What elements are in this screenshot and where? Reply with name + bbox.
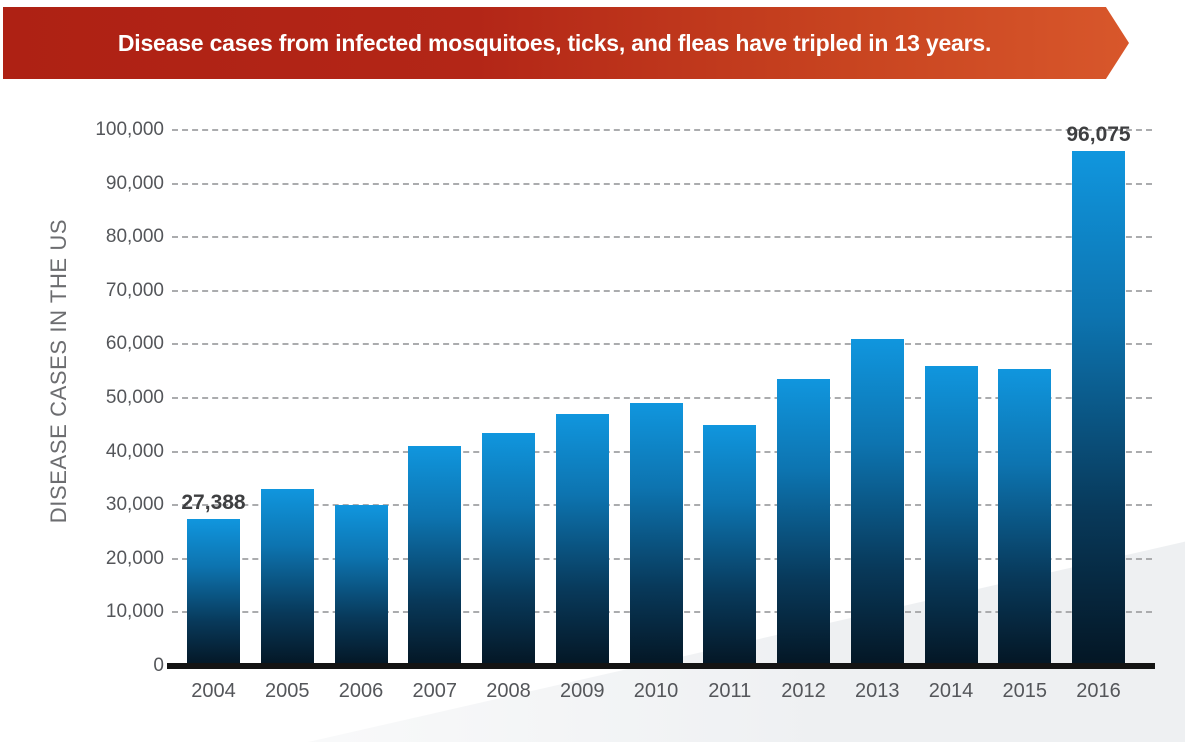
x-tick-label-2013: 2013 <box>855 680 900 702</box>
y-tick-label-30000: 30,000 <box>105 494 164 516</box>
bar-2011 <box>703 424 757 666</box>
bar-2016 <box>1072 151 1125 666</box>
x-tick-label-2010: 2010 <box>633 680 679 702</box>
y-tick-label-20000: 20,000 <box>105 547 164 569</box>
gridline-100000 <box>172 129 1152 131</box>
bar-2013 <box>850 339 904 666</box>
data-label-2004: 27,388 <box>181 491 246 515</box>
title-banner: Disease cases from infected mosquitoes, … <box>3 7 1129 79</box>
gridline-80000 <box>172 236 1152 239</box>
bar-2007 <box>408 446 462 666</box>
bar-2005 <box>260 489 314 666</box>
x-tick-label-2007: 2007 <box>412 680 458 702</box>
chart-title: Disease cases from infected mosquitoes, … <box>117 30 992 56</box>
data-label-2016: 96,075 <box>1066 123 1131 147</box>
x-tick-label-2012: 2012 <box>781 680 826 702</box>
gridline-50000 <box>172 397 1152 399</box>
x-axis-line <box>167 663 1155 669</box>
x-tick-label-2011: 2011 <box>708 680 752 702</box>
bar-2014 <box>924 365 978 666</box>
gridline-70000 <box>172 289 1152 292</box>
y-tick-label-90000: 90,000 <box>105 172 164 194</box>
x-tick-label-2008: 2008 <box>486 680 531 702</box>
x-tick-label-2014: 2014 <box>928 680 974 702</box>
bar-2015 <box>998 368 1052 666</box>
bar-2004 <box>187 519 240 666</box>
x-tick-label-2015: 2015 <box>1002 680 1048 702</box>
bar-2008 <box>482 432 535 666</box>
y-tick-label-80000: 80,000 <box>105 226 164 248</box>
gridline-60000 <box>172 343 1152 346</box>
y-tick-label-60000: 60,000 <box>105 333 164 355</box>
bar-2010 <box>629 403 683 666</box>
y-tick-label-0: 0 <box>153 655 164 676</box>
x-tick-label-2016: 2016 <box>1076 680 1121 702</box>
x-tick-label-2009: 2009 <box>560 680 605 702</box>
x-tick-label-2006: 2006 <box>338 680 384 702</box>
x-tick-label-2004: 2004 <box>191 680 236 702</box>
bar-2006 <box>334 505 388 666</box>
y-tick-label-100000: 100,000 <box>95 119 164 140</box>
y-tick-label-10000: 10,000 <box>105 601 164 623</box>
gridline-90000 <box>172 182 1152 185</box>
y-axis-title: DISEASE CASES IN THE US <box>46 218 71 524</box>
y-tick-label-70000: 70,000 <box>105 279 164 301</box>
bar-2009 <box>555 414 609 666</box>
y-tick-label-50000: 50,000 <box>105 387 164 408</box>
y-tick-label-40000: 40,000 <box>105 440 164 462</box>
x-tick-label-2005: 2005 <box>265 680 310 702</box>
bar-2012 <box>777 379 830 666</box>
